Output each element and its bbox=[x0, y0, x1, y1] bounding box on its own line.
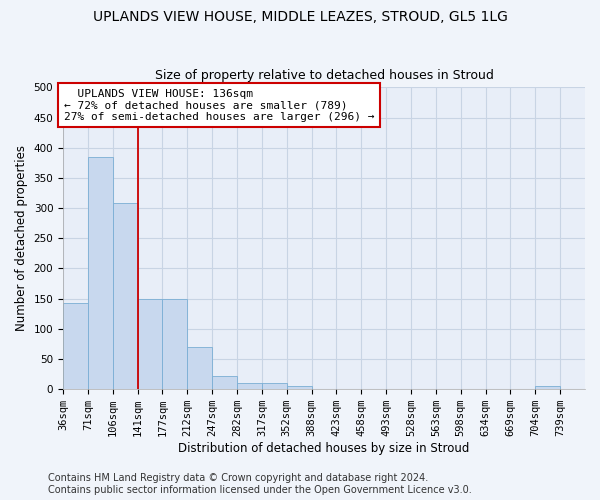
Bar bbox=[237, 383, 262, 389]
Bar bbox=[212, 376, 237, 389]
X-axis label: Distribution of detached houses by size in Stroud: Distribution of detached houses by size … bbox=[178, 442, 470, 455]
Bar bbox=[163, 300, 187, 389]
Text: UPLANDS VIEW HOUSE, MIDDLE LEAZES, STROUD, GL5 1LG: UPLANDS VIEW HOUSE, MIDDLE LEAZES, STROU… bbox=[92, 10, 508, 24]
Bar bbox=[287, 386, 311, 389]
Bar bbox=[113, 204, 137, 389]
Bar bbox=[63, 303, 88, 389]
Y-axis label: Number of detached properties: Number of detached properties bbox=[15, 146, 28, 332]
Bar bbox=[137, 300, 163, 389]
Bar bbox=[535, 386, 560, 389]
Bar bbox=[88, 158, 113, 389]
Bar bbox=[187, 347, 212, 389]
Bar bbox=[262, 383, 287, 389]
Text: Contains HM Land Registry data © Crown copyright and database right 2024.
Contai: Contains HM Land Registry data © Crown c… bbox=[48, 474, 472, 495]
Text: UPLANDS VIEW HOUSE: 136sqm
← 72% of detached houses are smaller (789)
27% of sem: UPLANDS VIEW HOUSE: 136sqm ← 72% of deta… bbox=[64, 88, 374, 122]
Title: Size of property relative to detached houses in Stroud: Size of property relative to detached ho… bbox=[155, 69, 493, 82]
